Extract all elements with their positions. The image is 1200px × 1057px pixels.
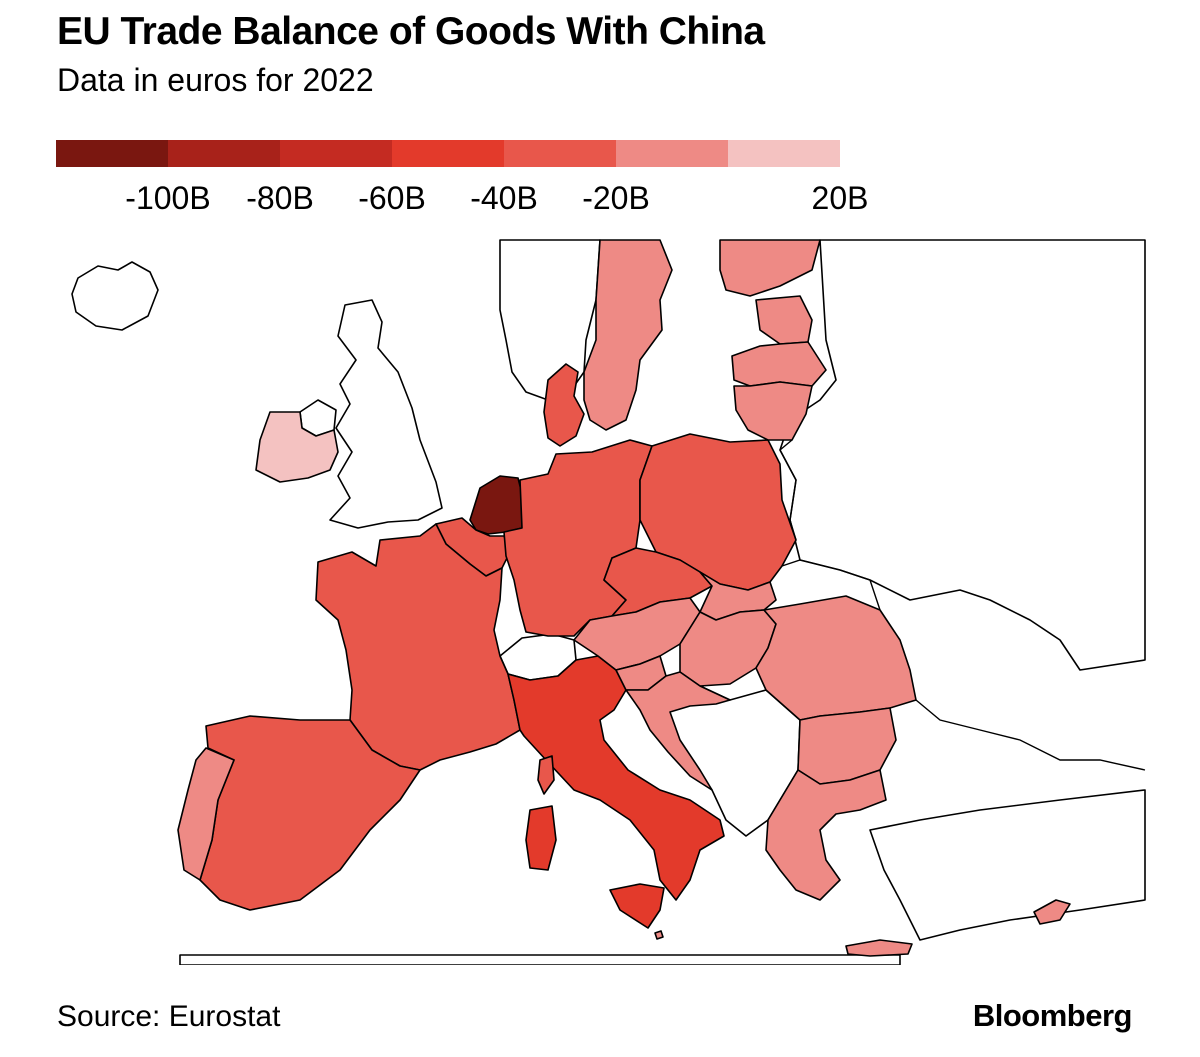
legend-label-1: -100B	[125, 180, 211, 216]
legend-swatch-1	[56, 140, 168, 167]
legend-label-3: -60B	[358, 180, 426, 216]
legend-label-5: -20B	[582, 180, 650, 216]
legend-swatch-4	[392, 140, 504, 167]
north-africa	[179, 954, 901, 965]
legend-swatch-5	[504, 140, 616, 167]
legend-label-2: -80B	[246, 180, 314, 216]
denmark	[543, 363, 585, 447]
ireland	[255, 411, 339, 483]
cyprus	[1033, 899, 1071, 925]
estonia	[755, 295, 813, 345]
romania	[755, 595, 917, 721]
legend-swatch-3	[280, 140, 392, 167]
sicily	[609, 883, 665, 929]
legend-swatch-6	[616, 140, 728, 167]
legend-label-4: -40B	[470, 180, 538, 216]
legend-label-6: 20B	[811, 180, 869, 216]
turkey	[869, 789, 1146, 941]
europe-map	[50, 235, 1150, 965]
chart-subtitle: Data in euros for 2022	[57, 62, 374, 98]
greece	[765, 769, 887, 901]
lithuania	[733, 381, 813, 441]
finland	[719, 239, 821, 297]
corsica	[537, 755, 555, 795]
source-note: Source: Eurostat	[57, 1000, 281, 1033]
great-britain	[329, 299, 443, 529]
sweden	[583, 239, 673, 431]
crete	[845, 939, 913, 957]
legend-color-scale	[56, 140, 840, 167]
sardinia	[525, 805, 557, 871]
iceland	[71, 261, 159, 331]
croatia	[625, 671, 731, 791]
black-sea-coast	[915, 699, 1146, 771]
malta	[654, 930, 664, 940]
chart-title: EU Trade Balance of Goods With China	[57, 10, 765, 53]
portugal	[177, 747, 235, 881]
legend-swatch-2	[168, 140, 280, 167]
latvia	[731, 341, 827, 387]
legend-swatch-7	[728, 140, 840, 167]
belarus-border	[779, 439, 797, 541]
ukraine-border	[781, 559, 881, 611]
netherlands	[469, 475, 525, 535]
bloomberg-logo: Bloomberg	[972, 998, 1133, 1033]
